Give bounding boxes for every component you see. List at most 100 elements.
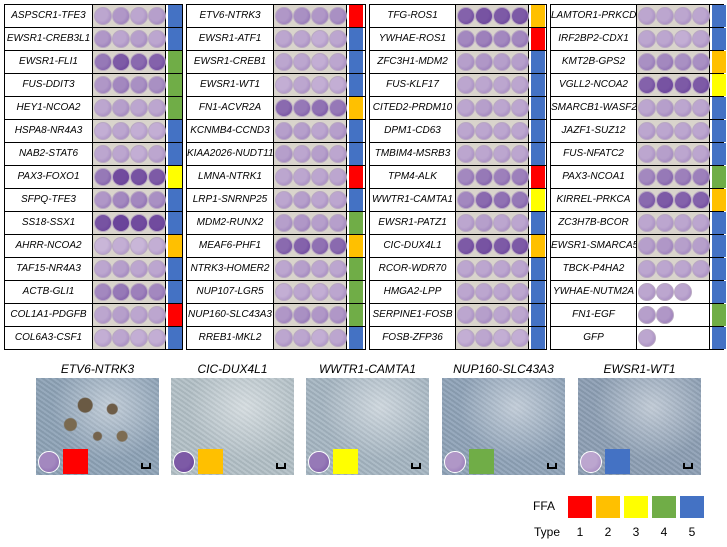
well [94, 214, 112, 232]
ffa-type-swatch [712, 143, 726, 165]
well [511, 260, 529, 278]
fusion-label: ETV6-NTRK3 [187, 5, 274, 27]
table-row: EWSR1-CREB1 [187, 51, 365, 74]
plate-wells [93, 235, 166, 257]
table-row: EWSR1-ATF1 [187, 28, 365, 51]
well [638, 237, 656, 255]
table-row: EWSR1-SMARCA5 [551, 235, 726, 258]
well [475, 306, 493, 324]
ffa-type-swatch [531, 212, 545, 234]
fusion-label: FUS-DDIT3 [5, 74, 93, 96]
well [638, 7, 656, 25]
fusion-label: SS18-SSX1 [5, 212, 93, 234]
ffa-type-swatch [712, 281, 726, 303]
table-row: LRP1-SNRNP25 [187, 189, 365, 212]
well [457, 260, 475, 278]
plate-wells [274, 212, 347, 234]
fusion-label: TPM4-ALK [370, 166, 456, 188]
ffa-type-swatch [349, 28, 363, 50]
well [293, 168, 311, 186]
fusion-label: SFPQ-TFE3 [5, 189, 93, 211]
table-row: FUS-KLF17 [370, 74, 546, 97]
well [130, 99, 148, 117]
well [692, 7, 710, 25]
well [656, 76, 674, 94]
fusion-label: KCNMB4-CCND3 [187, 120, 274, 142]
well [475, 260, 493, 278]
table-row: SERPINE1-FOSB [370, 304, 546, 327]
well [692, 214, 710, 232]
table-row: LMNA-NTRK1 [187, 166, 365, 189]
well [293, 191, 311, 209]
well [275, 76, 293, 94]
ffa-type-swatch [168, 258, 182, 280]
well [112, 237, 130, 255]
well [275, 99, 293, 117]
well [329, 306, 347, 324]
well [112, 76, 130, 94]
well [656, 237, 674, 255]
well [638, 122, 656, 140]
ffa-type-swatch [531, 258, 545, 280]
well [130, 237, 148, 255]
table-row: EWSR1-WT1 [187, 74, 365, 97]
table-row: RREB1-MKL2 [187, 327, 365, 350]
well [130, 283, 148, 301]
well [311, 306, 329, 324]
well [293, 53, 311, 71]
plate-wells [637, 51, 710, 73]
ffa-type-swatch [349, 5, 363, 27]
well [293, 329, 311, 347]
legend-value: 3 [632, 525, 640, 539]
well [293, 237, 311, 255]
table-row: KIRREL-PRKCA [551, 189, 726, 212]
plate-wells [456, 304, 529, 326]
table-row: TAF15-NR4A3 [5, 258, 182, 281]
ffa-type-swatch [333, 449, 358, 474]
well [112, 329, 130, 347]
table-row: SS18-SSX1 [5, 212, 182, 235]
fusion-label: HMGA2-LPP [370, 281, 456, 303]
fusion-label: PAX3-FOXO1 [5, 166, 93, 188]
plate-wells [637, 74, 710, 96]
ffa-type-swatch [168, 304, 182, 326]
plate-wells [274, 74, 347, 96]
legend-title: FFA [533, 499, 556, 513]
well [692, 145, 710, 163]
ffa-type-swatch [168, 28, 182, 50]
legend-value: 5 [688, 525, 696, 539]
fusion-label: CITED2-PRDM10 [370, 97, 456, 119]
well [275, 283, 293, 301]
well [148, 145, 166, 163]
well [329, 283, 347, 301]
plate-wells [456, 5, 529, 27]
ffa-type-swatch [168, 51, 182, 73]
fusion-label: RREB1-MKL2 [187, 327, 274, 349]
well [329, 214, 347, 232]
table-row: SFPQ-TFE3 [5, 189, 182, 212]
well-inset [308, 451, 330, 473]
well [112, 7, 130, 25]
well [457, 7, 475, 25]
well [457, 99, 475, 117]
well [457, 283, 475, 301]
table-row: COL6A3-CSF1 [5, 327, 182, 350]
plate-wells [93, 143, 166, 165]
ffa-type-swatch [168, 5, 182, 27]
well [475, 76, 493, 94]
fusion-label: FOSB-ZFP36 [370, 327, 456, 349]
legend-value: 4 [660, 525, 668, 539]
well [493, 99, 511, 117]
well [293, 122, 311, 140]
well [275, 168, 293, 186]
ffa-type-swatch [168, 327, 182, 349]
ffa-type-swatch [349, 51, 363, 73]
fusion-label: LRP1-SNRNP25 [187, 189, 274, 211]
plate-wells [456, 235, 529, 257]
ffa-type-swatch [349, 212, 363, 234]
ffa-type-swatch [198, 449, 223, 474]
ffa-type-swatch [531, 5, 545, 27]
plate-wells [274, 258, 347, 280]
well [311, 214, 329, 232]
well [329, 7, 347, 25]
